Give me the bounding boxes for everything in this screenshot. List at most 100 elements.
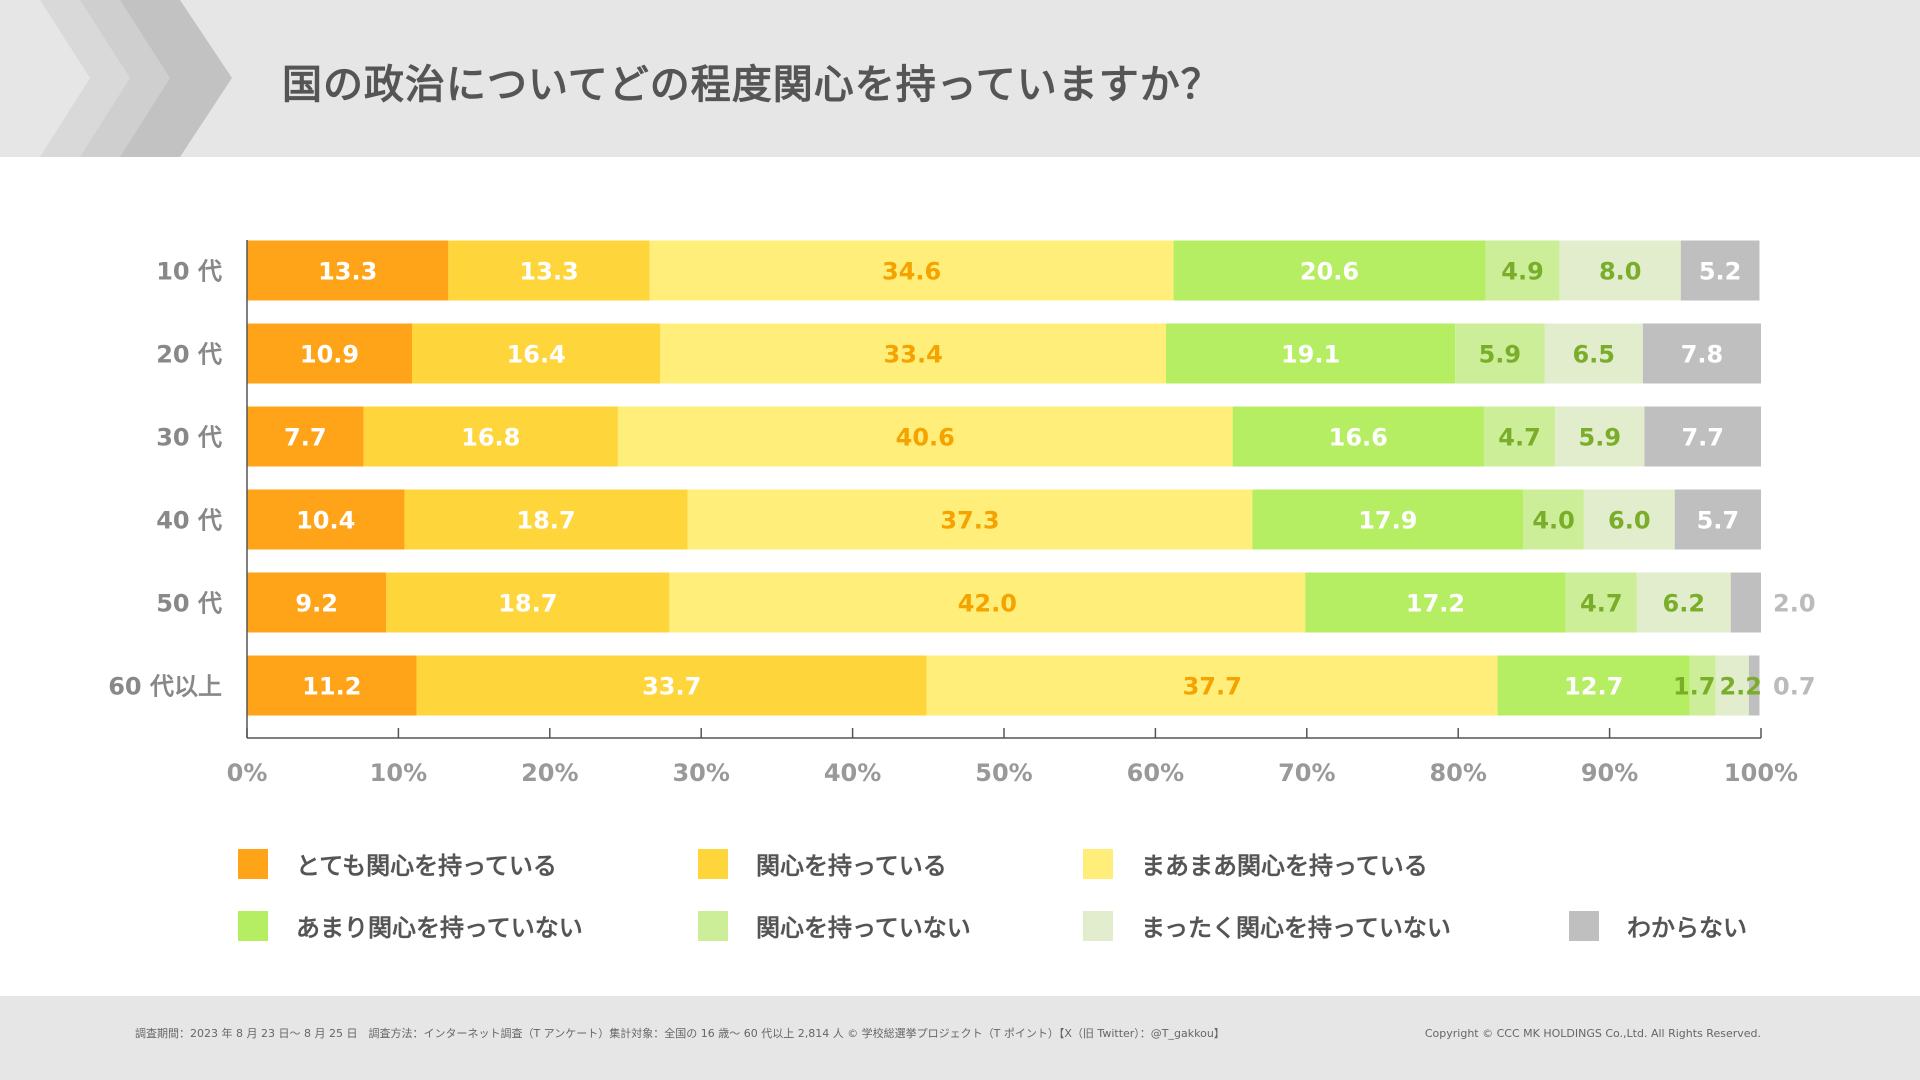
bar-segment: [1497, 655, 1690, 716]
data-label: 4.9: [1501, 258, 1544, 286]
legend-label: 関心を持っていない: [756, 914, 971, 942]
bar-segment: [660, 323, 1166, 384]
bar-segment: [687, 489, 1253, 550]
legend-swatch: [1083, 910, 1113, 941]
data-label: 42.0: [958, 590, 1017, 618]
data-label: 8.0: [1599, 258, 1642, 286]
footer-band: [0, 996, 1920, 1080]
category-label: 60 代以上: [108, 673, 222, 701]
bar-segment: [1173, 240, 1486, 301]
legend-item: まったく関心を持っていない: [1083, 908, 1451, 943]
data-label: 2.0: [1773, 590, 1816, 618]
category-label: 30 代: [156, 424, 222, 452]
chevron-decoration-icon: [40, 0, 232, 157]
data-label: 5.2: [1699, 258, 1742, 286]
stacked-bar-chart: 10 代 13.3 13.3 34.6 20.6 4.9 8.0 5.2 20 代 10.9 16.…: [108, 240, 1816, 787]
data-label: 6.5: [1572, 341, 1615, 369]
bar-segment: [1544, 323, 1643, 384]
bar-segment: [1674, 489, 1761, 550]
category-label: 20 代: [156, 341, 222, 369]
data-label: 1.7: [1673, 673, 1716, 701]
data-label: 40.6: [896, 424, 955, 452]
bar-segment: [1483, 406, 1556, 467]
legend-swatch: [1569, 910, 1599, 941]
copyright: Copyright © CCC MK HOLDINGS Co.,Ltd. All…: [1424, 1027, 1761, 1040]
legend-label: 関心を持っている: [756, 852, 947, 880]
bar-segment: [1636, 572, 1731, 633]
data-label: 37.3: [940, 507, 999, 535]
data-label: 4.7: [1498, 424, 1541, 452]
data-label: 4.0: [1532, 507, 1575, 535]
bar-segment: [247, 406, 364, 467]
bar-segment: [1523, 489, 1584, 550]
data-label: 0.7: [1773, 673, 1816, 701]
legend-swatch: [698, 910, 728, 941]
legend-label: とても関心を持っている: [296, 852, 557, 880]
data-label: 16.6: [1329, 424, 1388, 452]
x-tick-label: 80%: [1429, 759, 1486, 787]
bar-segment: [1642, 323, 1761, 384]
data-label: 10.4: [296, 507, 355, 535]
data-label: 19.1: [1281, 341, 1340, 369]
data-label: 9.2: [295, 590, 338, 618]
data-label: 10.9: [300, 341, 359, 369]
x-tick-label: 50%: [975, 759, 1032, 787]
survey-note: 調査期間：2023 年 8 月 23 日～ 8 月 25 日 調査方法：インター…: [135, 1027, 1225, 1040]
bar-segment: [247, 655, 417, 716]
bar-segment: [1455, 323, 1545, 384]
data-label: 7.7: [284, 424, 327, 452]
data-label: 18.7: [516, 507, 575, 535]
legend-item: まあまあ関心を持っている: [1083, 846, 1428, 881]
data-label: 33.7: [642, 673, 701, 701]
data-label: 11.2: [302, 673, 361, 701]
data-label: 13.3: [318, 258, 377, 286]
data-label: 16.4: [507, 341, 566, 369]
x-tick-label: 0%: [227, 759, 268, 787]
bar-segment: [617, 406, 1233, 467]
bar-segment: [1730, 572, 1761, 633]
data-label: 12.7: [1564, 673, 1623, 701]
legend-item: あまり関心を持っていない: [238, 908, 583, 943]
x-tick-label: 10%: [370, 759, 427, 787]
data-label: 5.9: [1579, 424, 1622, 452]
legend-swatch: [698, 848, 728, 879]
bar-segment: [386, 572, 670, 633]
data-label: 20.6: [1300, 258, 1359, 286]
bar-segment: [1559, 240, 1681, 301]
bar-segment: [1565, 572, 1637, 633]
bar-segment: [404, 489, 688, 550]
bar-segment: [1252, 489, 1524, 550]
x-tick-label: 100%: [1724, 759, 1798, 787]
legend-label: まったく関心を持っていない: [1141, 914, 1451, 942]
data-label: 7.7: [1681, 424, 1724, 452]
data-label: 6.2: [1663, 590, 1706, 618]
legend-swatch: [238, 910, 268, 941]
bar-segment: [926, 655, 1498, 716]
bar-segment: [1232, 406, 1484, 467]
bar-segment: [247, 489, 405, 550]
legend-label: まあまあ関心を持っている: [1141, 852, 1428, 880]
bar-segment: [669, 572, 1306, 633]
data-label: 18.7: [498, 590, 557, 618]
bar-segment: [1644, 406, 1761, 467]
data-label: 34.6: [882, 258, 941, 286]
bar-segment: [247, 323, 413, 384]
data-label: 37.7: [1183, 673, 1242, 701]
page-title: 国の政治についてどの程度関心を持っていますか？: [282, 62, 1222, 108]
data-label: 13.3: [519, 258, 578, 286]
bar-segment: [1715, 655, 1749, 716]
bar-segment: [1680, 240, 1760, 301]
legend-label: あまり関心を持っていない: [296, 914, 583, 942]
header-band: [0, 0, 1920, 157]
x-tick-label: 40%: [824, 759, 881, 787]
bar-segment: [416, 655, 927, 716]
legend-label: わからない: [1627, 914, 1747, 942]
data-label: 6.0: [1608, 507, 1651, 535]
bar-segment: [1485, 240, 1560, 301]
data-label: 4.7: [1580, 590, 1623, 618]
category-label: 10 代: [156, 258, 222, 286]
data-label: 5.7: [1697, 507, 1740, 535]
x-tick-label: 20%: [521, 759, 578, 787]
bar-segment: [363, 406, 618, 467]
bar-segment: [412, 323, 661, 384]
